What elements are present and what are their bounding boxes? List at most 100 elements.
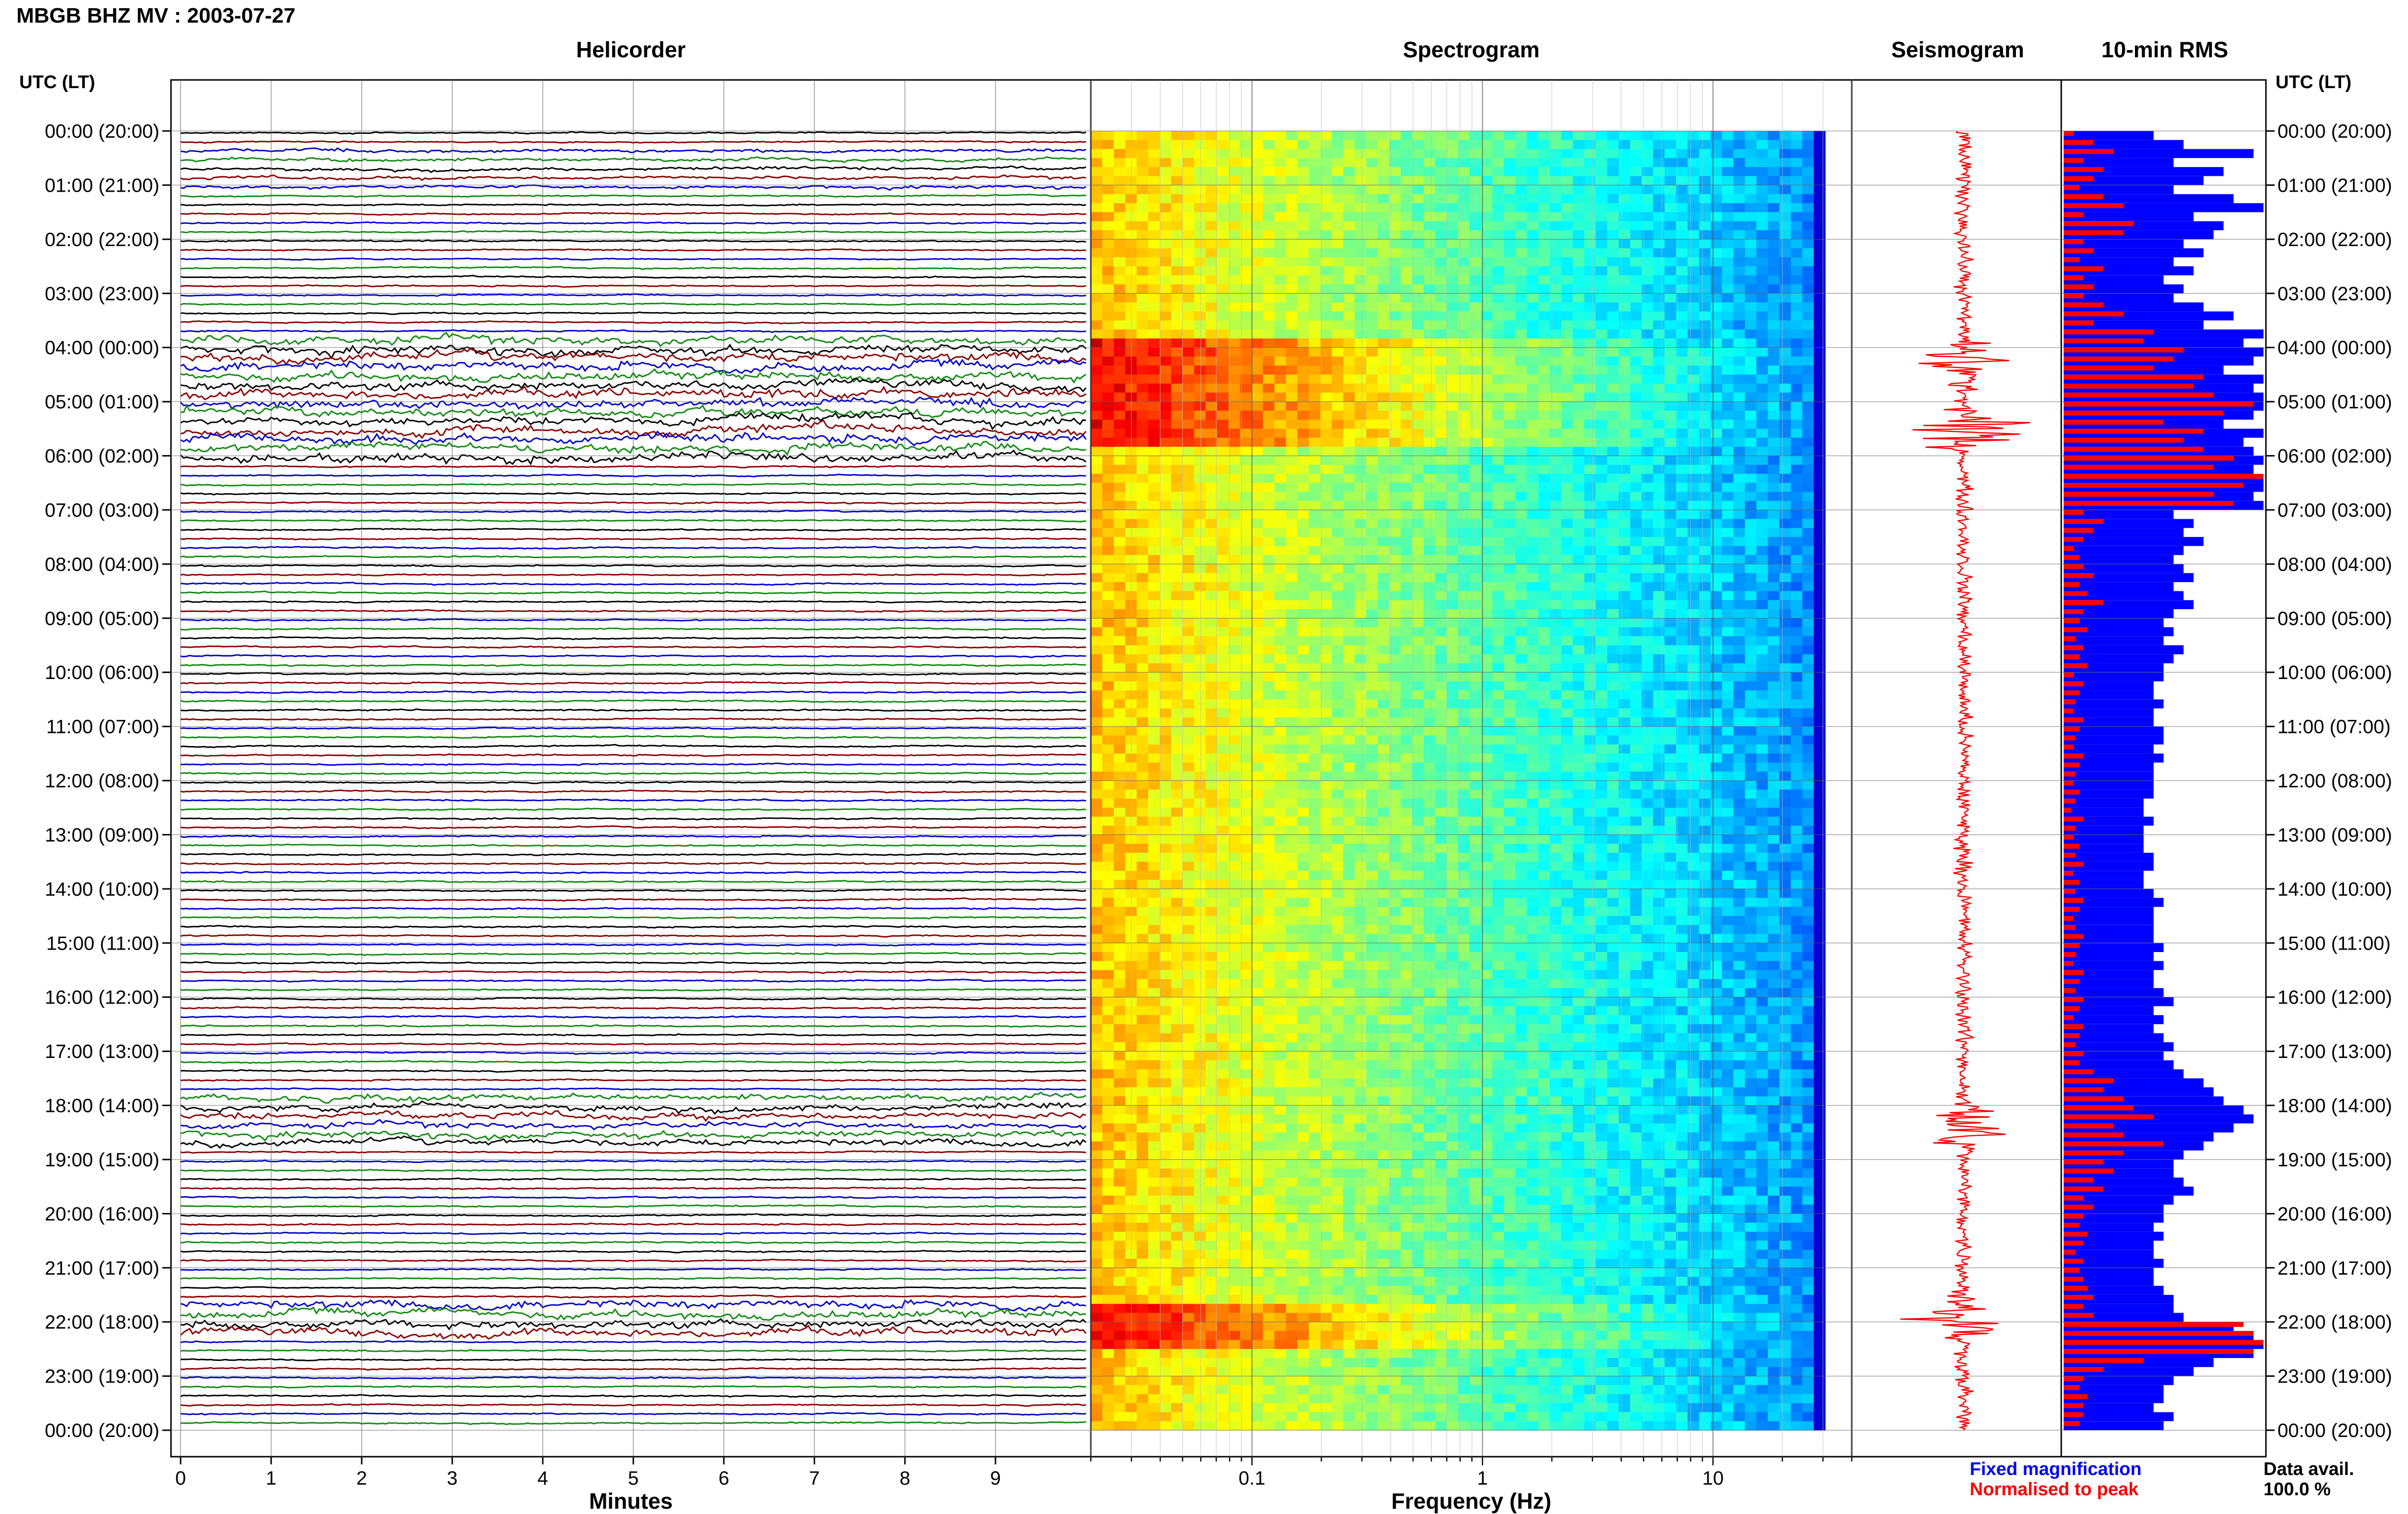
spectrogram-cell (1733, 519, 1745, 528)
spectrogram-cell (1722, 140, 1734, 149)
spectrogram-cell (1722, 410, 1734, 420)
spectrogram-cell (1263, 446, 1275, 457)
spectrogram-cell (1733, 627, 1745, 637)
spectrogram-cell (1102, 266, 1114, 276)
spectrogram-cell (1676, 248, 1688, 258)
spectrogram-cell (1113, 185, 1126, 195)
spectrogram-cell (1527, 356, 1539, 366)
spectrogram-cell (1343, 781, 1355, 790)
spectrogram-cell (1389, 248, 1401, 258)
spectrogram-cell (1814, 483, 1826, 492)
spectrogram-cell (1492, 185, 1505, 195)
spectrogram-cell (1733, 618, 1745, 628)
spectrogram-cell (1320, 726, 1332, 736)
spectrogram-cell (1217, 248, 1229, 258)
spectrogram-cell (1561, 528, 1573, 537)
spectrogram-cell (1802, 275, 1814, 285)
spectrogram-cell (1297, 465, 1309, 474)
spectrogram-cell (1561, 311, 1573, 321)
spectrogram-cell (1688, 546, 1700, 556)
spectrogram-cell (1113, 131, 1126, 141)
spectrogram-cell (1171, 690, 1183, 700)
spectrogram-cell (1091, 501, 1103, 510)
spectrogram-cell (1538, 374, 1550, 384)
spectrogram-cell (1217, 492, 1229, 501)
spectrogram-cell (1630, 690, 1642, 700)
spectrogram-cell (1492, 446, 1505, 457)
spectrogram-cell (1332, 573, 1344, 583)
spectrogram-cell (1745, 618, 1757, 628)
spectrogram-cell (1538, 600, 1550, 610)
spectrogram-cell (1160, 266, 1172, 276)
spectrogram-cell (1274, 717, 1286, 727)
spectrogram-cell (1205, 645, 1217, 655)
spectrogram-cell (1688, 194, 1700, 204)
spectrogram-cell (1217, 537, 1229, 547)
spectrogram-cell (1182, 798, 1194, 808)
spectrogram-cell (1400, 221, 1413, 231)
spectrogram-cell (1469, 203, 1481, 213)
spectrogram-cell (1688, 221, 1700, 231)
spectrogram-cell (1205, 347, 1217, 357)
spectrogram-cell (1561, 383, 1573, 393)
spectrogram-cell (1699, 275, 1711, 285)
spectrogram-cell (1550, 194, 1562, 204)
spectrogram-cell (1504, 781, 1516, 790)
spectrogram-cell (1412, 762, 1424, 772)
spectrogram-cell (1160, 402, 1172, 411)
spectrogram-cell (1710, 194, 1723, 204)
spectrogram-cell (1779, 320, 1792, 330)
spectrogram-cell (1137, 266, 1149, 276)
spectrogram-cell (1182, 266, 1194, 276)
spectrogram-cell (1791, 203, 1803, 213)
spectrogram-cell (1412, 365, 1424, 375)
spectrogram-cell (1309, 248, 1321, 258)
spectrogram-cell (1710, 735, 1723, 745)
spectrogram-cell (1263, 591, 1275, 600)
spectrogram-cell (1355, 365, 1367, 375)
spectrogram-cell (1688, 320, 1700, 330)
spectrogram-cell (1641, 528, 1654, 537)
spectrogram-cell (1653, 329, 1665, 339)
spectrogram-cell (1572, 293, 1585, 303)
spectrogram-cell (1607, 555, 1619, 564)
spectrogram-cell (1366, 429, 1378, 438)
spectrogram-cell (1688, 537, 1700, 547)
spectrogram-cell (1688, 185, 1700, 195)
spectrogram-cell (1091, 744, 1103, 754)
spectrogram-cell (1137, 519, 1149, 528)
spectrogram-cell (1274, 600, 1286, 610)
spectrogram-cell (1676, 483, 1688, 492)
spectrogram-cell (1274, 158, 1286, 168)
spectrogram-cell (1263, 419, 1275, 429)
spectrogram-cell (1515, 573, 1527, 583)
spectrogram-cell (1217, 744, 1229, 754)
spectrogram-cell (1366, 338, 1378, 348)
spectrogram-cell (1435, 338, 1447, 348)
spectrogram-cell (1424, 347, 1436, 357)
spectrogram-cell (1814, 158, 1826, 168)
spectrogram-cell (1113, 645, 1126, 655)
spectrogram-cell (1366, 672, 1378, 682)
spectrogram-cell (1767, 338, 1780, 348)
spectrogram-cell (1561, 302, 1573, 312)
spectrogram-cell (1424, 681, 1436, 691)
spectrogram-cell (1722, 230, 1734, 240)
spectrogram-cell (1722, 212, 1734, 222)
spectrogram-cell (1297, 140, 1309, 149)
spectrogram-cell (1584, 365, 1596, 375)
spectrogram-cell (1722, 302, 1734, 312)
spectrogram-cell (1160, 492, 1172, 501)
spectrogram-cell (1366, 717, 1378, 727)
spectrogram-cell (1424, 483, 1436, 492)
spectrogram-cell (1182, 474, 1194, 483)
spectrogram-cell (1297, 681, 1309, 691)
spectrogram-cell (1676, 203, 1688, 213)
spectrogram-cell (1630, 311, 1642, 321)
spectrogram-cell (1641, 149, 1654, 158)
spectrogram-cell (1802, 203, 1814, 213)
spectrogram-cell (1343, 762, 1355, 772)
spectrogram-cell (1343, 221, 1355, 231)
spectrogram-cell (1332, 699, 1344, 709)
spectrogram-cell (1699, 356, 1711, 366)
